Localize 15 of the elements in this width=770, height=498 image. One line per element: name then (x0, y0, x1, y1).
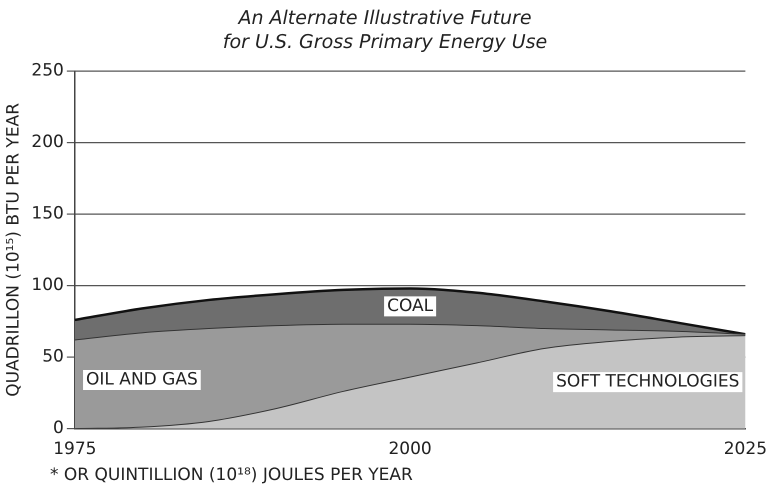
chart-title: An Alternate Illustrative Future for U.S. Gross Primary Energy Use (222, 6, 548, 55)
y-tick-label: 200 (31, 132, 64, 152)
y-axis-title: QUADRILLON (10¹⁵) BTU PER YEAR (4, 102, 24, 397)
x-tick-label: 2025 (724, 439, 767, 460)
y-tick-label: 100 (31, 275, 64, 296)
y-tick-label: 150 (31, 204, 64, 224)
series-label: OIL AND GAS (86, 369, 198, 390)
series-label: SOFT TECHNOLOGIES (556, 372, 740, 392)
y-tick-label: 50 (42, 346, 64, 367)
series-label: COAL (387, 296, 434, 316)
y-tick-label: 250 (31, 60, 64, 81)
x-tick-label: 2000 (388, 439, 432, 460)
y-tick-label: 0 (53, 418, 64, 438)
x-tick-label: 1975 (53, 439, 96, 460)
text: * OR QUINTILLION (10¹⁸) JOULES PER YEAR (50, 465, 414, 485)
